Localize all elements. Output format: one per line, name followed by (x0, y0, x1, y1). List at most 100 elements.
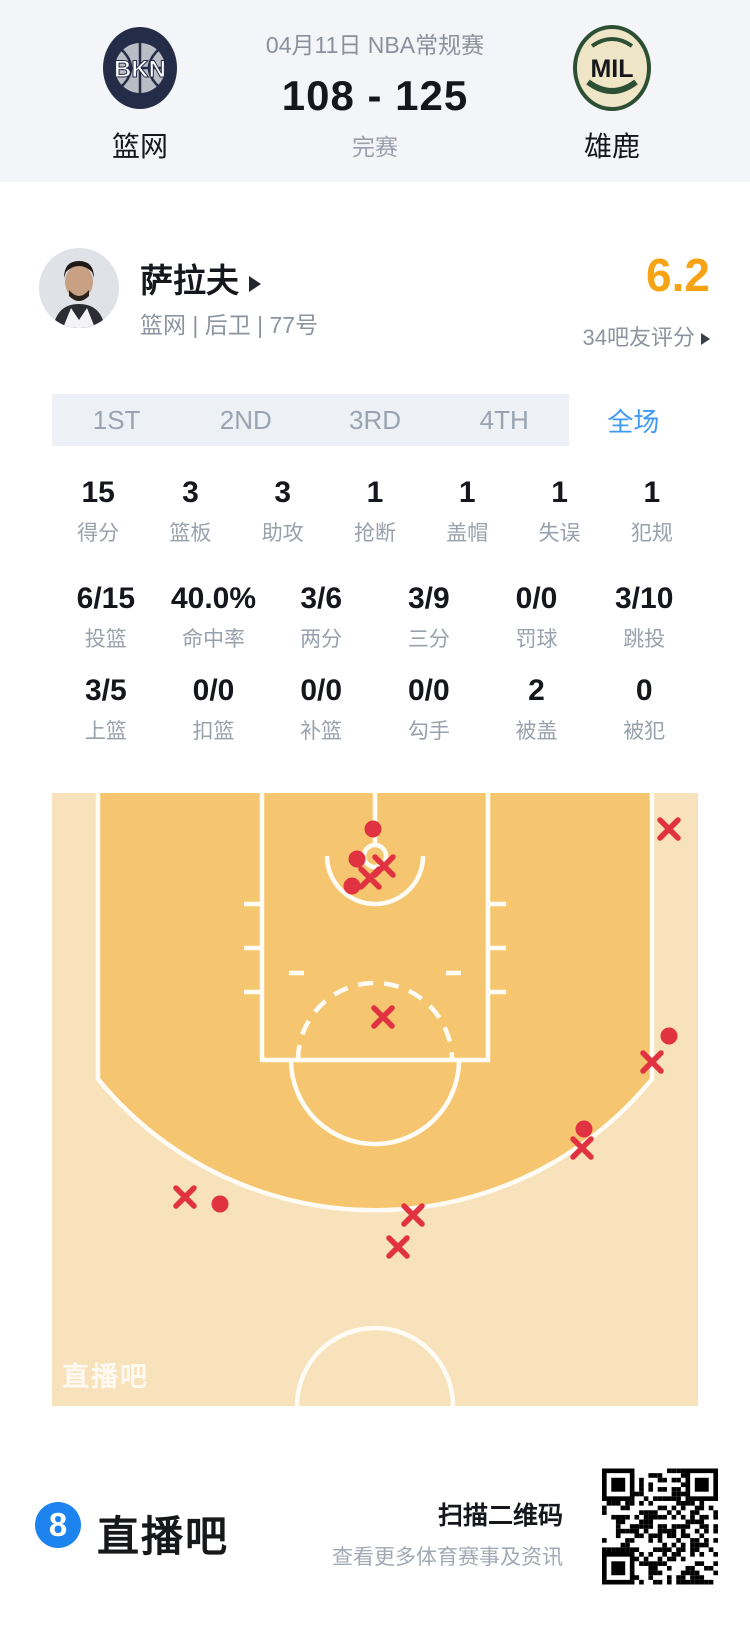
rating-votes-label: 34吧友评分 (582, 325, 695, 350)
stat-value: 3 (274, 476, 292, 509)
stat-label: 三分 (407, 628, 450, 651)
stat-cell: 0 被犯 (590, 674, 698, 745)
away-team: MIL 雄鹿 (552, 24, 672, 165)
stat-label: 盖帽 (446, 522, 489, 545)
made-shot-dot (364, 820, 382, 838)
stat-label: 补篮 (300, 720, 343, 743)
stat-label: 跳投 (623, 628, 666, 651)
stat-label: 抢断 (353, 522, 396, 545)
stat-value: 0/0 (192, 674, 235, 707)
scan-subtitle: 查看更多体育赛事及资讯 (332, 1546, 563, 1569)
stat-value: 3/9 (407, 582, 450, 615)
missed-shot-x (640, 1050, 664, 1074)
tab-全场[interactable]: 全场 (568, 394, 699, 446)
stat-cell: 1 抢断 (329, 476, 421, 547)
home-team: BKN 篮网 (80, 24, 200, 165)
away-team-name: 雄鹿 (583, 131, 640, 162)
chevron-right-icon (701, 333, 710, 345)
stat-label: 命中率 (182, 628, 245, 651)
player-rating: 6.2 (646, 249, 710, 301)
restricted-area-arc (324, 855, 426, 907)
stat-cell: 1 犯规 (606, 476, 698, 547)
stat-cell: 0/0 扣篮 (160, 674, 268, 745)
rating-votes-link[interactable]: 34吧友评分 (583, 320, 710, 352)
stat-value: 0/0 (515, 582, 558, 615)
stat-label: 扣篮 (192, 720, 235, 743)
tab-3RD[interactable]: 3RD (349, 404, 402, 435)
stat-label: 失误 (538, 522, 581, 545)
missed-shot-x (358, 866, 382, 890)
stat-value: 1 (366, 476, 384, 509)
match-status: 完赛 (352, 134, 398, 160)
zhibo8-logo-icon: 8 (35, 1502, 81, 1548)
player-name-row[interactable]: 萨拉夫 (140, 254, 261, 302)
stat-cell: 6/15 投篮 (52, 582, 160, 653)
stat-value: 15 (81, 476, 115, 509)
missed-shot-x (657, 817, 681, 841)
stat-cell: 1 盖帽 (421, 476, 513, 547)
missed-shot-x (173, 1185, 197, 1209)
stat-cell: 2 被盖 (483, 674, 591, 745)
stat-label: 上篮 (84, 720, 127, 743)
stat-value: 6/15 (76, 582, 136, 615)
free-throw-circle-solid (288, 1059, 462, 1147)
stat-value: 3/6 (300, 582, 343, 615)
stat-value: 1 (643, 476, 661, 509)
stat-cell: 0/0 勾手 (375, 674, 483, 745)
stat-row-detail: 3/5 上篮 0/0 扣篮 0/0 补篮 0/0 勾手 2 被盖 0 被犯 (52, 674, 698, 745)
stat-label: 两分 (300, 628, 343, 651)
mil-logo-icon: MIL (573, 25, 651, 111)
tab-1ST[interactable]: 1ST (92, 404, 141, 435)
stat-value: 3/10 (615, 582, 674, 615)
stat-label: 勾手 (407, 720, 450, 743)
missed-shot-x (401, 1203, 425, 1227)
stat-cell: 0/0 补篮 (267, 674, 375, 745)
stat-label: 篮板 (169, 522, 212, 545)
stat-cell: 3/10 跳投 (590, 582, 698, 653)
stat-label: 得分 (77, 522, 120, 545)
player-avatar[interactable] (39, 248, 119, 328)
free-throw-circle-dashed (295, 980, 455, 1061)
stat-row-shooting: 6/15 投篮 40.0% 命中率 3/6 两分 3/9 三分 0/0 罚球 3/10 跳投 (52, 582, 698, 653)
paint-lane (259, 793, 491, 1063)
made-shot-dot (575, 1120, 593, 1138)
stat-cell: 40.0% 命中率 (160, 582, 268, 653)
court-watermark: 直播吧 (62, 1362, 149, 1392)
court-diagram (52, 793, 698, 1487)
stat-value: 40.0% (170, 582, 257, 615)
stat-label: 犯规 (630, 522, 673, 545)
qr-code (602, 1468, 718, 1585)
made-shot-dot (660, 1027, 678, 1045)
scan-hint: 扫描二维码 查看更多体育赛事及资讯 (332, 1496, 563, 1571)
tab-4TH[interactable]: 4TH (479, 404, 529, 435)
stat-value: 0/0 (407, 674, 450, 707)
missed-shot-x (386, 1235, 410, 1259)
stat-label: 助攻 (261, 522, 304, 545)
missed-shot-x (371, 1005, 395, 1029)
svg-text:BKN: BKN (114, 56, 166, 83)
shot-markers (173, 817, 681, 1259)
stat-cell: 3/9 三分 (375, 582, 483, 653)
scan-title: 扫描二维码 (437, 1502, 563, 1530)
logo-8: 8 (48, 1506, 68, 1543)
lane-hash-marks (244, 901, 506, 995)
missed-shot-x (570, 1136, 594, 1160)
stat-cell: 15 得分 (52, 476, 144, 547)
tab-2ND[interactable]: 2ND (219, 404, 272, 435)
stat-value: 2 (528, 674, 545, 707)
three-point-area (98, 793, 652, 1211)
stat-label: 罚球 (515, 628, 558, 651)
stat-cell: 3 篮板 (144, 476, 236, 547)
stat-label: 被犯 (623, 720, 666, 743)
stat-cell: 3/5 上篮 (52, 674, 160, 745)
stat-value: 1 (458, 476, 476, 509)
stat-cell: 0/0 罚球 (483, 582, 591, 653)
svg-text:MIL: MIL (590, 55, 633, 83)
stat-value: 1 (551, 476, 568, 509)
stat-label: 投篮 (84, 628, 127, 651)
stat-cell: 3 助攻 (237, 476, 329, 547)
player-meta: 篮网 | 后卫 | 77号 (140, 312, 319, 338)
stat-label: 被盖 (515, 720, 558, 743)
stat-cell: 1 失误 (513, 476, 605, 547)
match-score: 108 - 125 (281, 72, 469, 119)
